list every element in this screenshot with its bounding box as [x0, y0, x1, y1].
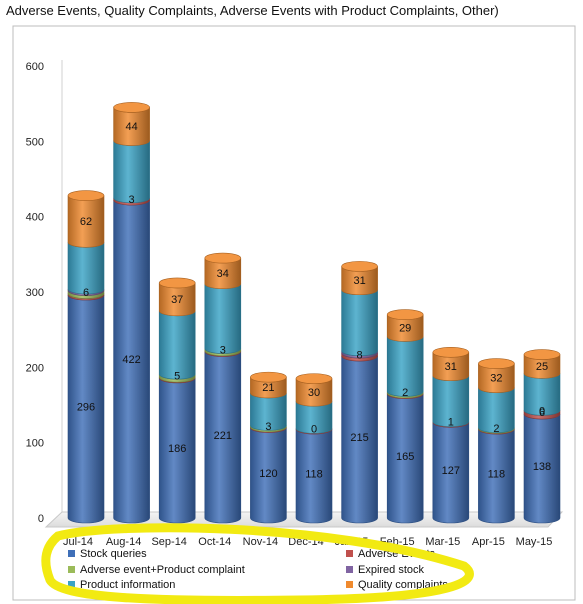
bar-segment	[204, 283, 242, 354]
data-label: 127	[442, 465, 460, 477]
legend-swatch	[346, 566, 353, 573]
x-tick-label: Oct-14	[198, 536, 231, 548]
data-label: 31	[353, 275, 365, 287]
data-label: 30	[308, 387, 320, 399]
data-label: 21	[262, 382, 274, 394]
bar-top-cap	[523, 349, 561, 360]
data-label: 422	[122, 354, 140, 366]
bar-stack	[295, 373, 333, 524]
legend-label: Expired stock	[358, 564, 425, 576]
y-tick-label: 0	[38, 513, 44, 525]
bar-top-cap	[204, 252, 242, 264]
bars-layer	[67, 102, 561, 524]
bar-top-cap	[113, 102, 150, 113]
bar-stack	[204, 252, 242, 524]
data-label: 1	[448, 417, 454, 429]
data-label: 3	[265, 421, 271, 433]
y-tick-label: 300	[26, 287, 44, 299]
bar-stack	[386, 309, 424, 524]
chart-title: Adverse Events, Quality Complaints, Adve…	[6, 3, 499, 18]
bar-top-cap	[478, 358, 515, 369]
legend-item: Expired stock	[346, 564, 425, 576]
data-label: 118	[488, 469, 506, 481]
data-label: 296	[77, 402, 95, 414]
data-label: 62	[80, 216, 92, 228]
bar-stack	[250, 371, 287, 524]
data-label: 186	[168, 443, 186, 455]
data-label: 165	[396, 451, 414, 463]
bar-stack	[67, 190, 105, 524]
legend-swatch	[346, 581, 353, 588]
x-tick-label: Mar-15	[425, 536, 460, 548]
data-label: 8	[357, 350, 363, 362]
x-tick-label: Aug-14	[106, 536, 141, 548]
bar-stack	[113, 102, 150, 524]
bar-top-cap	[432, 346, 470, 358]
data-label: 44	[125, 121, 137, 133]
legend-label: Adverse event+Product complaint	[80, 564, 245, 576]
bar-top-cap	[67, 190, 105, 201]
data-label: 3	[220, 345, 226, 357]
bar-segment	[158, 310, 196, 380]
bar-top-cap	[386, 309, 424, 320]
legend-swatch	[68, 550, 75, 557]
data-label: 29	[399, 323, 411, 335]
legend-swatch	[68, 566, 75, 573]
x-tick-label: Apr-15	[472, 536, 505, 548]
x-tick-label: Sep-14	[151, 536, 186, 548]
data-label: 138	[533, 461, 551, 473]
data-label: 5	[174, 371, 180, 383]
data-labels-layer: 2966624223441865372213341203211180302158…	[77, 121, 551, 481]
data-label: 3	[129, 194, 135, 206]
legend-item: Product information	[68, 579, 175, 591]
legend-item: Adverse event+Product complaint	[68, 564, 245, 576]
bar-stack	[478, 358, 515, 524]
data-label: 0	[539, 405, 545, 417]
data-label: 31	[445, 361, 457, 373]
data-label: 120	[259, 468, 277, 480]
y-tick-label: 100	[26, 438, 44, 450]
data-label: 0	[311, 423, 317, 435]
y-tick-label: 200	[26, 362, 44, 374]
x-tick-label: May-15	[516, 536, 553, 548]
data-label: 2	[402, 387, 408, 399]
data-label: 6	[83, 287, 89, 299]
y-tick-label: 600	[26, 61, 44, 73]
legend-label: Product information	[80, 579, 175, 591]
data-label: 6	[539, 407, 545, 419]
data-label: 37	[171, 294, 183, 306]
data-label: 215	[350, 432, 368, 444]
bar-top-cap	[250, 371, 287, 383]
x-tick-label: Jul-14	[63, 536, 93, 548]
legend-swatch	[68, 581, 75, 588]
data-label: 25	[536, 361, 548, 373]
bar-stack	[523, 349, 561, 524]
bar-top-cap	[341, 261, 378, 272]
y-tick-label: 500	[26, 136, 44, 148]
bar-stack	[341, 261, 378, 524]
data-label: 34	[217, 268, 229, 280]
data-label: 118	[305, 469, 323, 481]
data-label: 32	[490, 373, 502, 385]
data-label: 2	[493, 423, 499, 435]
bar-segment	[341, 289, 378, 357]
x-tick-label: Nov-14	[243, 536, 278, 548]
bar-top-cap	[295, 373, 333, 384]
highlight-marker-stroke	[41, 523, 474, 604]
y-tick-label: 400	[26, 212, 44, 224]
bar-top-cap	[158, 277, 196, 289]
data-label: 221	[214, 430, 232, 442]
legend-swatch	[346, 550, 353, 557]
bar-stack	[432, 346, 470, 524]
legend-label: Stock queries	[80, 548, 147, 560]
bar-stack	[158, 277, 196, 524]
legend-item: Stock queries	[68, 548, 147, 560]
